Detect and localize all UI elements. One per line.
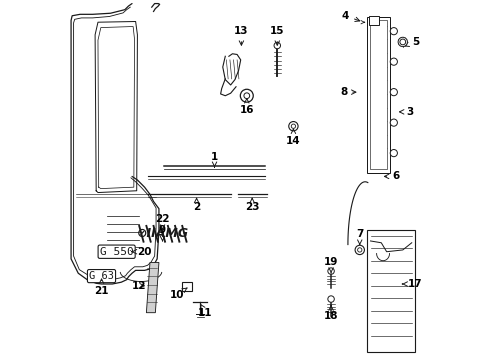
Circle shape	[358, 248, 362, 252]
Text: 12: 12	[132, 281, 147, 291]
Text: G 550: G 550	[100, 247, 133, 257]
Circle shape	[328, 296, 334, 302]
Text: 9: 9	[159, 225, 166, 241]
Text: 17: 17	[402, 279, 423, 289]
Bar	[181, 282, 192, 291]
Text: ⊘IIAMG: ⊘IIAMG	[136, 227, 189, 240]
Text: 19: 19	[324, 257, 338, 273]
Text: 5: 5	[405, 37, 419, 47]
Circle shape	[244, 93, 250, 99]
Circle shape	[328, 268, 334, 274]
Bar	[370, 21, 388, 169]
Text: 15: 15	[270, 26, 285, 45]
Bar	[367, 17, 390, 173]
Text: 23: 23	[245, 198, 259, 212]
Circle shape	[390, 89, 397, 96]
Circle shape	[274, 42, 280, 49]
Text: 20: 20	[132, 247, 152, 257]
Text: 1: 1	[211, 152, 218, 167]
Text: 8: 8	[340, 87, 356, 97]
Circle shape	[398, 37, 408, 46]
Bar	[367, 230, 416, 352]
Circle shape	[400, 39, 406, 45]
Text: 7: 7	[356, 229, 364, 244]
Text: 4: 4	[342, 11, 360, 22]
Circle shape	[355, 245, 365, 255]
Text: 21: 21	[94, 279, 109, 296]
Text: 22: 22	[155, 215, 170, 230]
Text: 11: 11	[198, 305, 213, 318]
Circle shape	[390, 28, 397, 35]
Text: G 63: G 63	[89, 271, 114, 281]
Circle shape	[240, 89, 253, 102]
Text: 2: 2	[193, 198, 200, 212]
Circle shape	[390, 149, 397, 157]
Text: 3: 3	[399, 107, 414, 117]
Text: 13: 13	[234, 26, 248, 45]
Bar	[368, 16, 379, 25]
Text: 6: 6	[385, 171, 399, 181]
Text: 10: 10	[170, 288, 187, 300]
Text: 16: 16	[240, 99, 254, 115]
Circle shape	[289, 122, 298, 131]
Text: 18: 18	[324, 306, 338, 321]
Text: 14: 14	[286, 129, 301, 145]
Circle shape	[390, 119, 397, 126]
Circle shape	[390, 58, 397, 65]
Polygon shape	[147, 262, 159, 313]
Circle shape	[291, 124, 295, 129]
